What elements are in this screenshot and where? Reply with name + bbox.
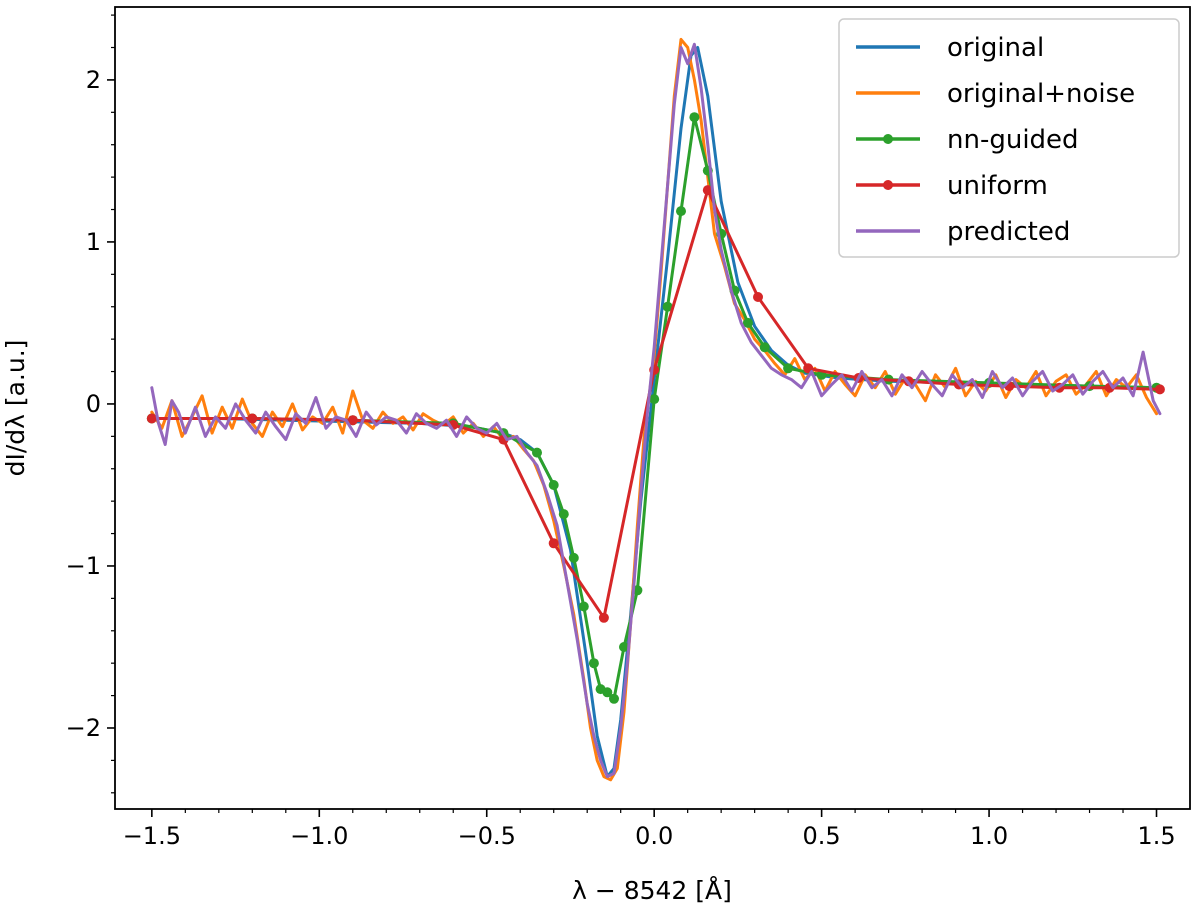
data-point xyxy=(753,292,763,302)
data-point xyxy=(759,342,770,353)
data-point xyxy=(598,612,609,623)
legend: original original+noise nn-guided uniform pr… xyxy=(838,18,1180,258)
data-point xyxy=(548,538,559,549)
x-tick-label: −0.5 xyxy=(458,822,516,850)
y-tick-label: 1 xyxy=(86,228,101,256)
data-point xyxy=(568,552,579,563)
x-tick-label: −1.5 xyxy=(123,822,181,850)
legend-label: original xyxy=(947,33,1044,63)
x-tick-label: −1.0 xyxy=(290,822,348,850)
legend-marker xyxy=(883,180,893,190)
data-point xyxy=(689,112,700,123)
data-point xyxy=(619,642,629,652)
y-tick-label: −2 xyxy=(66,714,101,742)
axes-frame xyxy=(114,6,1191,810)
y-tick-label: −1 xyxy=(66,552,101,580)
legend-label: nn-guided xyxy=(947,125,1079,155)
legend-label: original+noise xyxy=(947,79,1135,109)
data-point xyxy=(602,687,613,698)
legend-box xyxy=(838,18,1180,258)
y-tick-label: 2 xyxy=(86,66,101,94)
data-point xyxy=(742,317,753,328)
data-point xyxy=(347,415,358,426)
series-group xyxy=(146,37,1165,782)
x-tick-label: 0.5 xyxy=(803,822,841,850)
legend-label: predicted xyxy=(947,217,1070,247)
x-tick-label: 1.0 xyxy=(970,822,1008,850)
x-axis-label: λ − 8542 [Å] xyxy=(572,876,732,905)
data-point xyxy=(676,206,686,217)
data-point xyxy=(532,447,542,458)
data-point xyxy=(783,363,794,374)
data-point xyxy=(588,658,599,669)
data-point xyxy=(578,601,589,612)
x-tick-label: 0.0 xyxy=(635,822,673,850)
plot-area xyxy=(146,37,1165,782)
y-axis-label: dI/dλ [a.u.] xyxy=(1,340,30,477)
series-line-predicted xyxy=(150,42,1162,779)
legend-label: uniform xyxy=(947,171,1048,201)
data-point xyxy=(247,413,258,424)
data-point xyxy=(558,509,569,520)
data-point xyxy=(649,394,660,405)
data-point xyxy=(1154,384,1165,395)
data-point xyxy=(702,185,713,196)
y-tick-label: 0 xyxy=(86,390,101,418)
x-tick-label: 1.5 xyxy=(1137,822,1175,850)
axis-ticks: −1.5 −1.0 −0.5 0.0 0.5 1.0 1.5 −2 −1 0 1 2 xyxy=(66,14,1176,850)
data-point xyxy=(548,480,559,490)
legend-marker xyxy=(883,134,893,144)
data-point xyxy=(146,413,157,424)
data-point xyxy=(662,301,673,312)
data-point xyxy=(609,693,619,704)
